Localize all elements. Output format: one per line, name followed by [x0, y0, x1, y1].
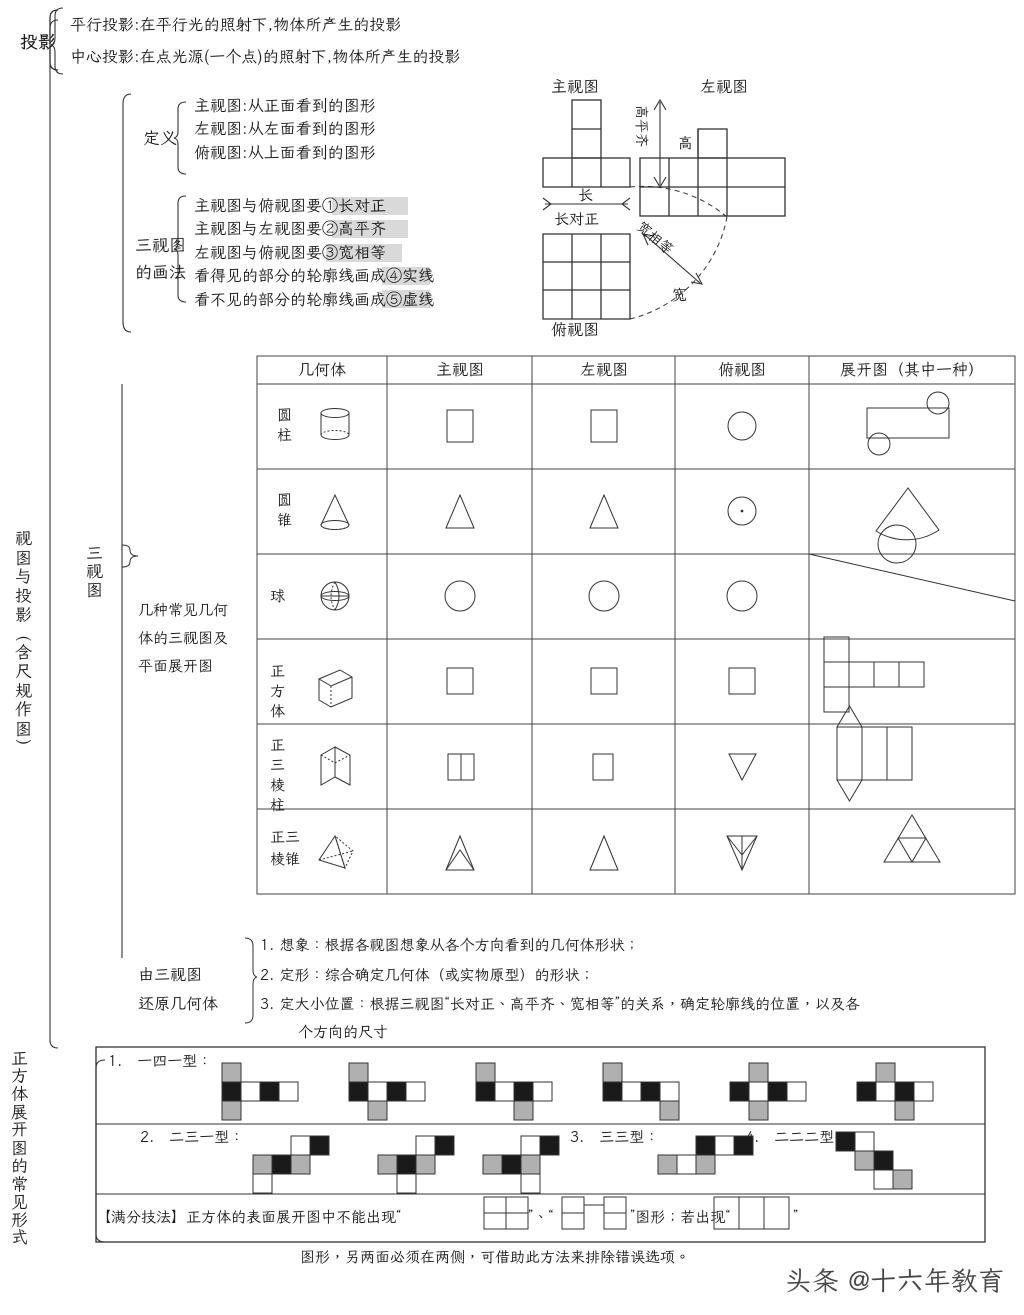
svg-text:三: 三 [270, 756, 285, 775]
svg-text:长对正: 长对正 [554, 210, 599, 229]
svg-text:图形，另两面必须在两侧，可借助此方法来排除错误选项。: 图形，另两面必须在两侧，可借助此方法来排除错误选项。 [300, 1248, 690, 1267]
svg-text:方: 方 [270, 682, 285, 701]
svg-text:主视图: 主视图 [551, 75, 599, 97]
svg-text:体的三视图及: 体的三视图及 [138, 629, 228, 648]
svg-text:正: 正 [270, 736, 285, 755]
svg-text:定义: 定义 [143, 126, 177, 149]
svg-text:还原几何体: 还原几何体 [138, 992, 218, 1014]
svg-text:2. 定形：综合确定几何体（或实物原型）的形状；: 2. 定形：综合确定几何体（或实物原型）的形状； [260, 966, 595, 985]
svg-text:看得见的部分的轮廓线画成④实线: 看得见的部分的轮廓线画成④实线 [194, 264, 434, 286]
svg-text:宽相等: 宽相等 [633, 217, 677, 258]
svg-text:看不见的部分的轮廓线画成⑤虚线: 看不见的部分的轮廓线画成⑤虚线 [194, 288, 434, 310]
svg-text:主视图: 主视图 [436, 358, 484, 380]
svg-text:左视图与俯视图要③宽相等: 左视图与俯视图要③宽相等 [194, 241, 386, 263]
svg-text:正三: 正三 [270, 828, 300, 847]
svg-text:左视图: 左视图 [700, 75, 748, 97]
svg-text:棱锥: 棱锥 [270, 850, 300, 869]
svg-text:主视图与俯视图要①长对正: 主视图与俯视图要①长对正 [194, 194, 386, 216]
svg-text:个方向的尺寸: 个方向的尺寸 [298, 1023, 388, 1042]
svg-text:1. 想象：根据各视图想象从各个方向看到的几何体形状；: 1. 想象：根据各视图想象从各个方向看到的几何体形状； [260, 936, 640, 955]
svg-text:投影: 投影 [20, 30, 56, 54]
svg-text:左视图:从左面看到的图形: 左视图:从左面看到的图形 [194, 117, 376, 139]
svg-text:”、“: ”、“ [528, 1208, 554, 1227]
svg-text:高平齐: 高平齐 [633, 105, 651, 147]
svg-text:圆: 圆 [277, 406, 292, 425]
svg-text:左视图: 左视图 [580, 358, 628, 380]
svg-text:2. 二三一型：: 2. 二三一型： [140, 1128, 244, 1147]
svg-text:展开图（其中一种）: 展开图（其中一种） [840, 358, 984, 380]
svg-text:4. 二二二型：: 4. 二二二型： [745, 1128, 849, 1147]
svg-text:长: 长 [578, 186, 593, 205]
svg-text:由三视图: 由三视图 [138, 963, 202, 985]
svg-text:【满分技法】正方体的表面展开图中不能出现“: 【满分技法】正方体的表面展开图中不能出现“ [96, 1208, 401, 1227]
svg-text:俯视图: 俯视图 [718, 358, 766, 380]
svg-text:宽: 宽 [672, 286, 687, 305]
svg-text:平行投影:在平行光的照射下,物体所产生的投影: 平行投影:在平行光的照射下,物体所产生的投影 [70, 13, 401, 35]
svg-text:3. 定大小位置：根据三视图“长对正、高平齐、宽相等”的关系: 3. 定大小位置：根据三视图“长对正、高平齐、宽相等”的关系，确定轮廓线的位置，… [260, 995, 860, 1014]
svg-text:主视图:从正面看到的图形: 主视图:从正面看到的图形 [194, 94, 376, 116]
svg-text:正: 正 [270, 662, 285, 681]
svg-text:棱: 棱 [270, 776, 285, 795]
svg-text:柱: 柱 [270, 796, 285, 815]
svg-text:几何体: 几何体 [298, 358, 346, 380]
svg-text:1. 一四一型：: 1. 一四一型： [108, 1052, 212, 1071]
svg-text:”: ” [793, 1208, 798, 1227]
svg-text:高: 高 [678, 134, 693, 153]
svg-text:俯视图: 俯视图 [551, 318, 599, 340]
svg-text:柱: 柱 [277, 426, 292, 445]
svg-text:圆: 圆 [277, 491, 292, 510]
svg-text:主视图与左视图要②高平齐: 主视图与左视图要②高平齐 [194, 217, 386, 239]
svg-text:头条 @十六年教育: 头条 @十六年教育 [785, 1262, 1005, 1298]
svg-text:中心投影:在点光源(一个点)的照射下,物体所产生的投影: 中心投影:在点光源(一个点)的照射下,物体所产生的投影 [70, 45, 460, 67]
svg-text:3. 三三型：: 3. 三三型： [570, 1128, 659, 1147]
svg-text:球: 球 [270, 587, 285, 606]
svg-text:体: 体 [270, 702, 285, 721]
svg-text:平面展开图: 平面展开图 [138, 657, 213, 676]
svg-text:锥: 锥 [277, 511, 292, 530]
svg-text:几种常见几何: 几种常见几何 [138, 601, 228, 620]
svg-text:”图形；若出现“: ”图形；若出现“ [630, 1208, 731, 1227]
svg-text:俯视图:从上面看到的图形: 俯视图:从上面看到的图形 [194, 141, 376, 163]
